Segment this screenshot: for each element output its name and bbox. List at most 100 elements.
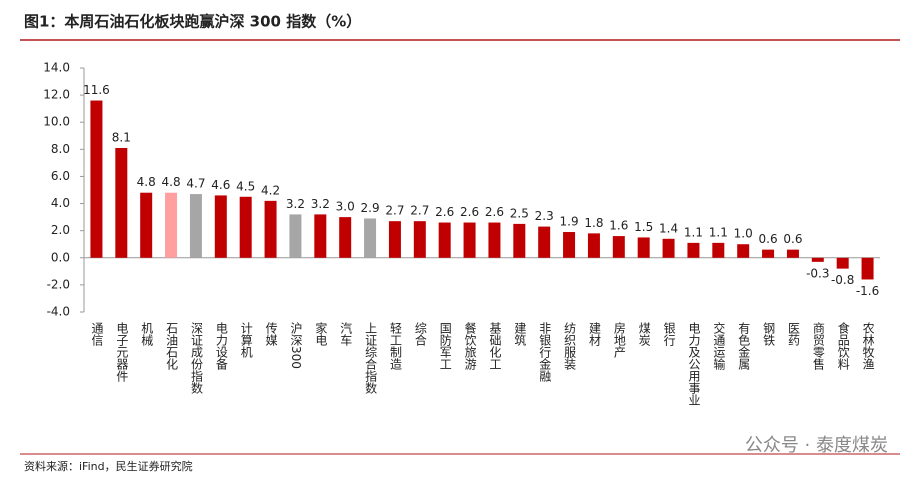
y-tick-label: 12.0 — [43, 88, 70, 102]
x-tick-label: 医药 — [786, 322, 800, 346]
watermark: 公众号 · 泰度煤炭 — [745, 435, 888, 456]
bar — [239, 196, 252, 258]
x-tick-label: 食品饮料 — [836, 321, 850, 370]
x-tick-label: 国防军工 — [438, 322, 452, 370]
x-tick-label: 家电 — [314, 321, 328, 346]
value-label: 4.7 — [186, 177, 205, 191]
value-label: 2.3 — [535, 209, 554, 223]
y-tick-label: 8.0 — [51, 142, 70, 156]
bar — [637, 237, 650, 258]
value-label: 1.4 — [659, 221, 678, 235]
bar — [388, 221, 401, 258]
bar — [90, 100, 103, 258]
value-label: 2.7 — [410, 204, 429, 218]
x-tick-label: 餐饮旅游 — [463, 321, 477, 370]
x-tick-label: 房地产 — [612, 321, 626, 359]
bar — [115, 147, 128, 258]
bar — [786, 249, 799, 258]
y-tick-label: 10.0 — [43, 115, 70, 129]
bar — [140, 192, 153, 258]
x-tick-label: 交通运输 — [712, 321, 726, 371]
x-tick-label: 非银行金融 — [538, 322, 552, 383]
x-tick-label: 深证成份指数 — [189, 322, 203, 395]
x-tick-label: 机械 — [140, 322, 154, 346]
bar — [463, 222, 476, 258]
bar — [563, 232, 576, 258]
value-label: 1.8 — [584, 216, 603, 230]
bar — [513, 223, 526, 258]
y-tick-label: 0.0 — [51, 250, 70, 264]
x-tick-label: 汽车 — [339, 321, 353, 347]
bar — [364, 218, 377, 258]
y-tick-label: 6.0 — [51, 169, 70, 183]
bar — [662, 238, 675, 258]
x-tick-label: 电子元器件 — [115, 322, 129, 382]
bar — [214, 195, 227, 258]
x-tick-label: 纺织服装 — [563, 322, 577, 371]
bar — [811, 257, 824, 262]
bar — [264, 200, 277, 258]
x-tick-label: 传媒 — [264, 321, 278, 346]
value-label: 1.5 — [634, 220, 653, 234]
bar — [861, 257, 874, 280]
value-label: 2.6 — [460, 205, 479, 219]
x-tick-label: 钢铁 — [762, 322, 776, 346]
x-tick-label: 上证综合指数 — [364, 322, 378, 395]
value-label: 0.6 — [783, 232, 802, 246]
value-label: 1.1 — [709, 225, 728, 239]
bar — [687, 242, 700, 258]
bar — [712, 242, 725, 258]
value-label: 2.6 — [435, 205, 454, 219]
value-label: -0.3 — [806, 266, 829, 280]
value-label: 11.6 — [83, 83, 110, 97]
source: 资料来源：iFind，民生证券研究院 — [24, 459, 193, 473]
x-tick-label: 基础化工 — [488, 322, 502, 370]
value-label: 3.2 — [286, 197, 305, 211]
value-label: 4.8 — [137, 175, 156, 189]
x-tick-label: 通信 — [90, 322, 104, 347]
bar — [737, 244, 750, 258]
x-tick-label: 轻工制造 — [388, 322, 402, 370]
bar — [488, 222, 501, 258]
bar — [189, 194, 202, 258]
value-label: 8.1 — [112, 130, 131, 144]
x-tick-label: 建筑 — [513, 322, 527, 346]
bar — [612, 236, 625, 258]
bar — [165, 192, 178, 258]
value-label: 2.7 — [385, 204, 404, 218]
value-label: -1.6 — [856, 284, 879, 298]
y-tick-label: 14.0 — [43, 61, 70, 75]
value-label: 2.5 — [510, 206, 529, 220]
value-label: 3.2 — [311, 197, 330, 211]
bar — [438, 222, 451, 258]
value-label: 2.6 — [485, 205, 504, 219]
value-label: 2.9 — [361, 201, 380, 215]
bar — [762, 249, 775, 258]
x-tick-label: 沪深300 — [289, 322, 303, 369]
value-label: 0.6 — [759, 232, 778, 246]
y-tick-label: 4.0 — [51, 196, 70, 210]
value-label: 1.6 — [609, 219, 628, 233]
value-label: 4.2 — [261, 183, 280, 197]
x-tick-label: 计算机 — [239, 322, 253, 358]
value-label: 4.8 — [162, 175, 181, 189]
value-label: 1.0 — [734, 227, 753, 241]
value-label: 1.9 — [560, 215, 579, 229]
bar — [587, 233, 600, 258]
x-tick-label: 电力设备 — [214, 322, 228, 371]
x-tick-label: 建材 — [587, 322, 601, 346]
y-tick-label: -4.0 — [47, 305, 70, 319]
y-tick-label: 2.0 — [51, 223, 70, 237]
value-label: 3.0 — [336, 200, 355, 214]
x-tick-label: 商贸零售 — [811, 321, 825, 370]
x-tick-label: 农林牧渔 — [861, 322, 875, 370]
value-label: 4.5 — [236, 179, 255, 193]
bar — [836, 257, 849, 269]
bar — [339, 217, 352, 258]
y-tick-label: -2.0 — [47, 277, 70, 291]
x-tick-label: 煤炭 — [637, 322, 651, 347]
x-tick-label: 石油石化 — [165, 322, 179, 371]
x-tick-label: 银行 — [662, 322, 676, 346]
bar — [538, 226, 551, 258]
